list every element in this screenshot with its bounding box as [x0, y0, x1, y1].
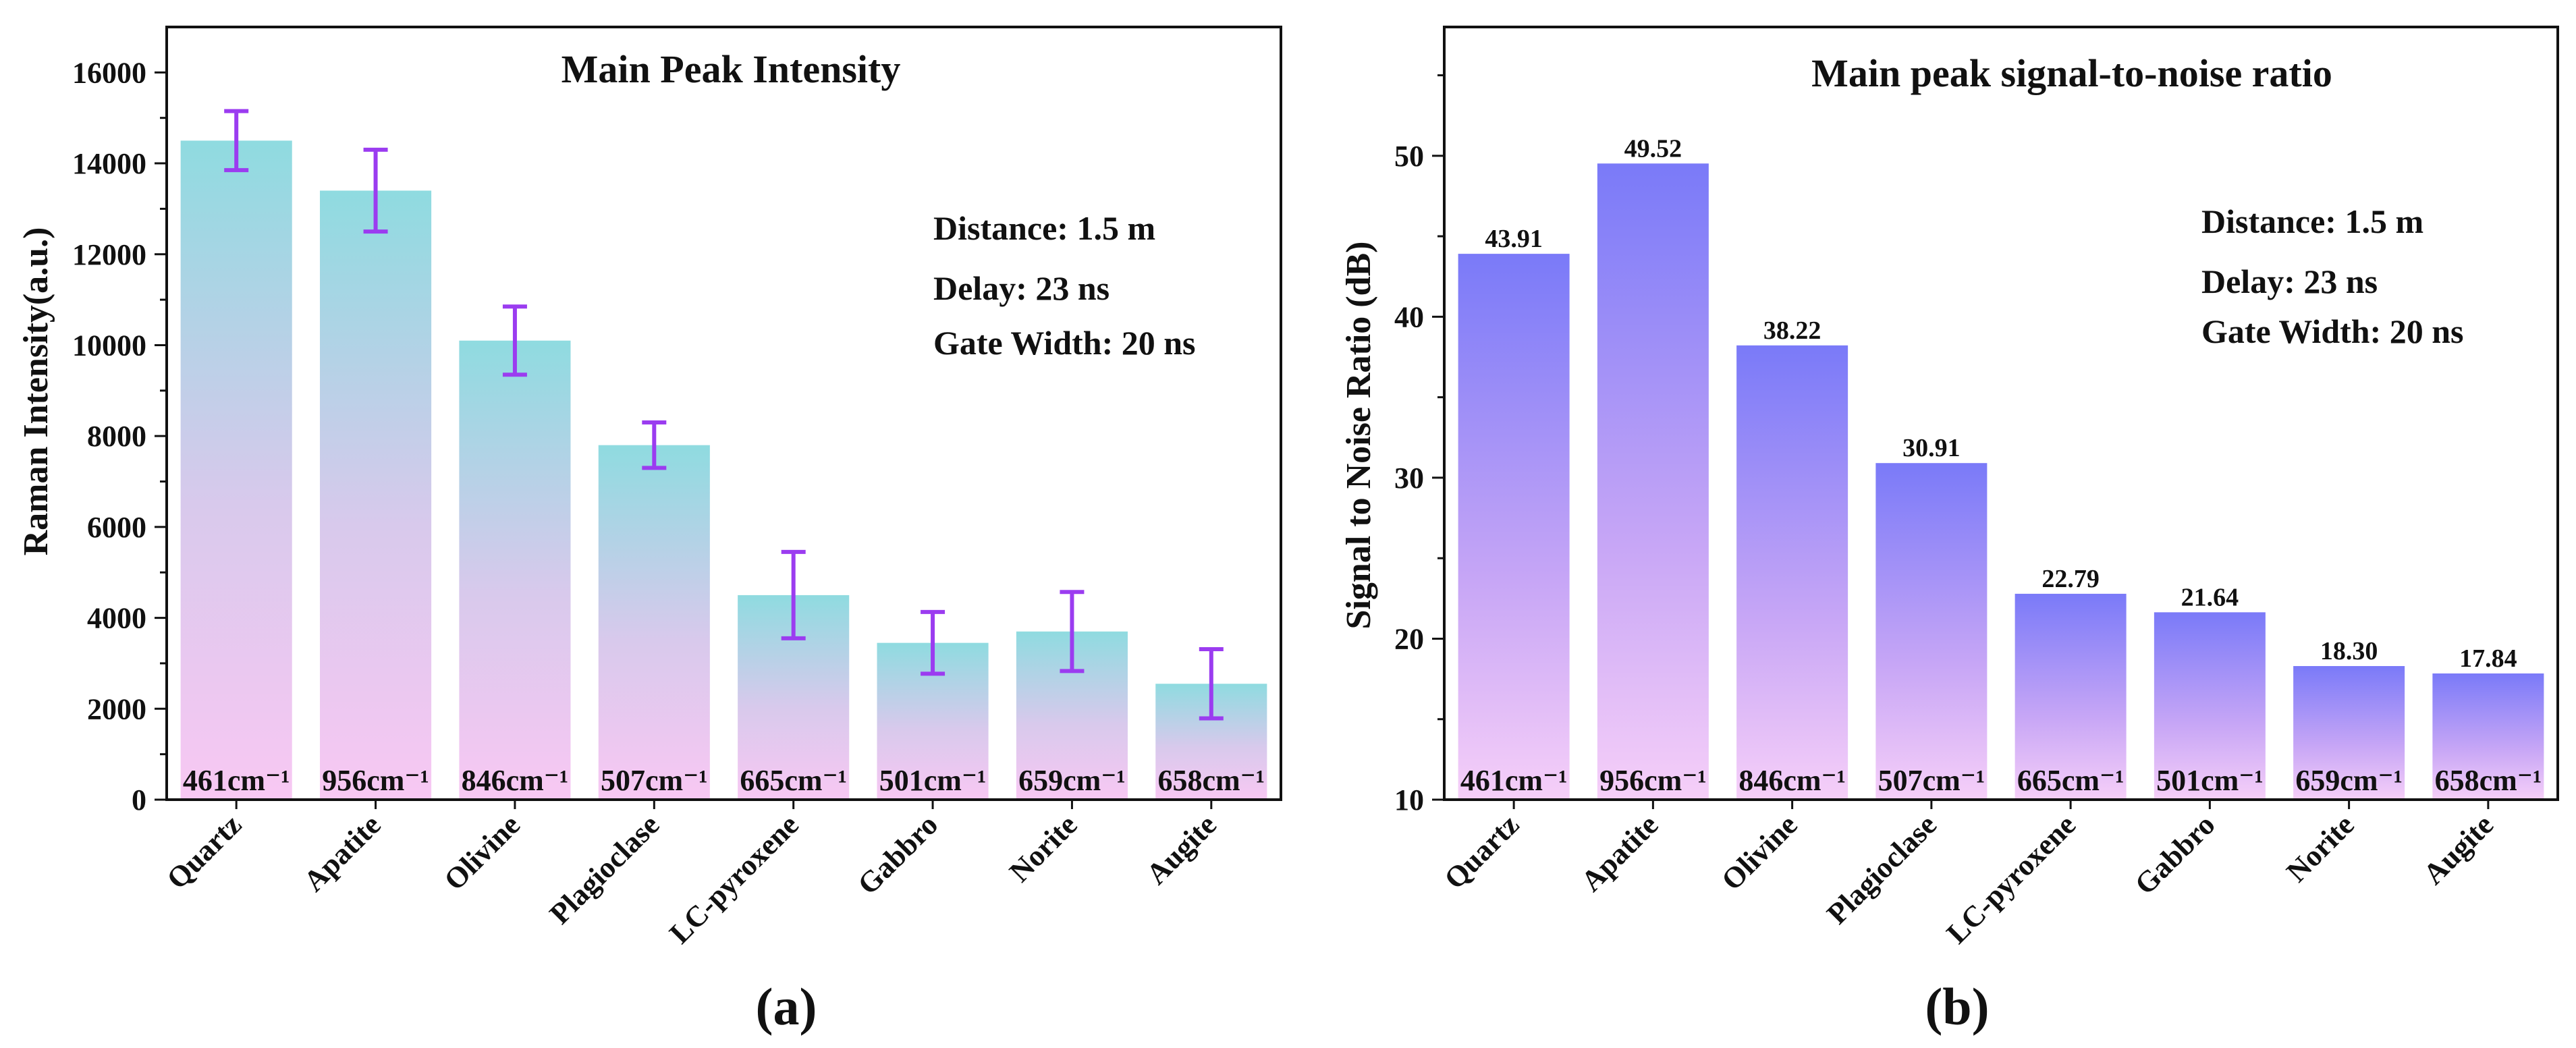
intensity-y-tick-label: 4000: [87, 602, 146, 635]
intensity-y-tick-label: 8000: [87, 420, 146, 453]
snr-chart-title: Main peak signal-to-noise ratio: [1811, 51, 2332, 95]
snr-value-label: 43.91: [1485, 225, 1543, 253]
snr-category-label: Quartz: [1438, 808, 1526, 895]
intensity-wavenumber-label: 501cm⁻¹: [879, 764, 987, 797]
snr-y-tick-label: 30: [1394, 462, 1424, 495]
snr-wavenumber-label: 956cm⁻¹: [1599, 764, 1707, 797]
snr-bar-quartz: [1458, 254, 1570, 800]
intensity-y-axis-label: Raman Intensity(a.u.): [17, 227, 55, 556]
snr-wavenumber-label: 507cm⁻¹: [1878, 764, 1985, 797]
snr-annotation-distance: Distance: 1.5 m: [2201, 202, 2423, 240]
intensity-category-label: Olivine: [438, 808, 526, 896]
snr-bar-norite: [2293, 666, 2405, 800]
intensity-bar-olivine: [459, 340, 571, 800]
intensity-wavenumber-label: 461cm⁻¹: [183, 764, 290, 797]
snr-category-label: Olivine: [1715, 808, 1803, 896]
panel-a-label: (a): [756, 977, 817, 1036]
snr-bar-augite: [2432, 673, 2544, 800]
snr-value-label: 18.30: [2320, 637, 2378, 665]
intensity-y-tick-label: 12000: [72, 238, 146, 271]
intensity-wavenumber-label: 665cm⁻¹: [740, 764, 847, 797]
intensity-category-label: Norite: [1003, 808, 1083, 888]
snr-category-label: LC-pyroxene: [1940, 808, 2082, 949]
intensity-bar-quartz: [180, 140, 292, 800]
snr-value-label: 30.91: [1902, 434, 1961, 462]
snr-annotation-gate-width: Gate Width: 20 ns: [2201, 312, 2464, 350]
snr-category-label: Gabbro: [2129, 808, 2222, 901]
snr-category-label: Plagioclase: [1820, 808, 1943, 931]
snr-wavenumber-label: 461cm⁻¹: [1460, 764, 1568, 797]
intensity-bar-apatite: [320, 190, 432, 800]
intensity-chart-title: Main Peak Intensity: [561, 47, 901, 91]
snr-chart: 461cm⁻¹ 43.91 Quartz 956cm⁻¹ 49.52 Apatite 846…: [1394, 26, 2559, 950]
snr-wavenumber-label: 658cm⁻¹: [2435, 764, 2542, 797]
snr-bar-lc-pyroxene: [2015, 593, 2127, 800]
intensity-annotation-gate-width: Gate Width: 20 ns: [933, 324, 1196, 362]
intensity-category-label: Gabbro: [851, 808, 944, 901]
snr-bar-apatite: [1597, 163, 1709, 800]
snr-plot-frame: [1443, 26, 2559, 801]
snr-bar-plagioclase: [1875, 463, 1988, 800]
intensity-wavenumber-label: 507cm⁻¹: [601, 764, 708, 797]
snr-category-label: Apatite: [1574, 808, 1664, 898]
snr-value-label: 38.22: [1763, 316, 1821, 345]
intensity-category-label: Plagioclase: [543, 808, 666, 931]
panel-b-label: (b): [1925, 977, 1989, 1036]
snr-value-label: 17.84: [2459, 644, 2517, 673]
snr-value-label: 21.64: [2181, 583, 2239, 611]
intensity-category-label: Quartz: [161, 808, 248, 895]
intensity-y-tick-label: 16000: [72, 56, 146, 89]
snr-bar-gabbro: [2154, 612, 2266, 800]
intensity-wavenumber-label: 846cm⁻¹: [462, 764, 569, 797]
intensity-wavenumber-label: 659cm⁻¹: [1018, 764, 1126, 797]
intensity-annotation-distance: Distance: 1.5 m: [933, 209, 1155, 247]
intensity-y-tick-label: 14000: [72, 147, 146, 180]
snr-y-tick-label: 40: [1394, 300, 1424, 333]
snr-value-label: 49.52: [1624, 134, 1682, 163]
snr-wavenumber-label: 659cm⁻¹: [2295, 764, 2403, 797]
intensity-wavenumber-label: 956cm⁻¹: [322, 764, 429, 797]
snr-bar-olivine: [1736, 345, 1848, 800]
intensity-plot-frame: [165, 26, 1282, 801]
snr-y-tick-label: 50: [1394, 140, 1424, 173]
intensity-annotation-delay: Delay: 23 ns: [933, 269, 1109, 307]
snr-category-label: Augite: [2417, 808, 2500, 891]
intensity-y-tick-label: 0: [132, 783, 146, 817]
snr-y-tick-label: 20: [1394, 622, 1424, 655]
snr-value-label: 22.79: [2041, 565, 2100, 593]
snr-y-tick-label: 10: [1394, 783, 1424, 817]
intensity-chart: 461cm⁻¹ Quartz 956cm⁻¹ Apatite 846cm⁻¹ Olivin…: [72, 26, 1282, 950]
intensity-category-label: Augite: [1140, 808, 1223, 891]
snr-category-label: Norite: [2280, 808, 2360, 888]
intensity-wavenumber-label: 658cm⁻¹: [1158, 764, 1265, 797]
intensity-category-label: Apatite: [297, 808, 387, 898]
intensity-y-tick-label: 6000: [87, 511, 146, 544]
snr-y-axis-label: Signal to Noise Ratio (dB): [1340, 242, 1378, 630]
intensity-y-tick-label: 2000: [87, 692, 146, 725]
snr-wavenumber-label: 501cm⁻¹: [2156, 764, 2264, 797]
snr-wavenumber-label: 665cm⁻¹: [2017, 764, 2125, 797]
intensity-bar-plagioclase: [598, 445, 710, 800]
intensity-y-tick-label: 10000: [72, 329, 146, 362]
intensity-category-label: LC-pyroxene: [663, 808, 804, 949]
snr-wavenumber-label: 846cm⁻¹: [1738, 764, 1846, 797]
snr-annotation-delay: Delay: 23 ns: [2201, 263, 2378, 300]
